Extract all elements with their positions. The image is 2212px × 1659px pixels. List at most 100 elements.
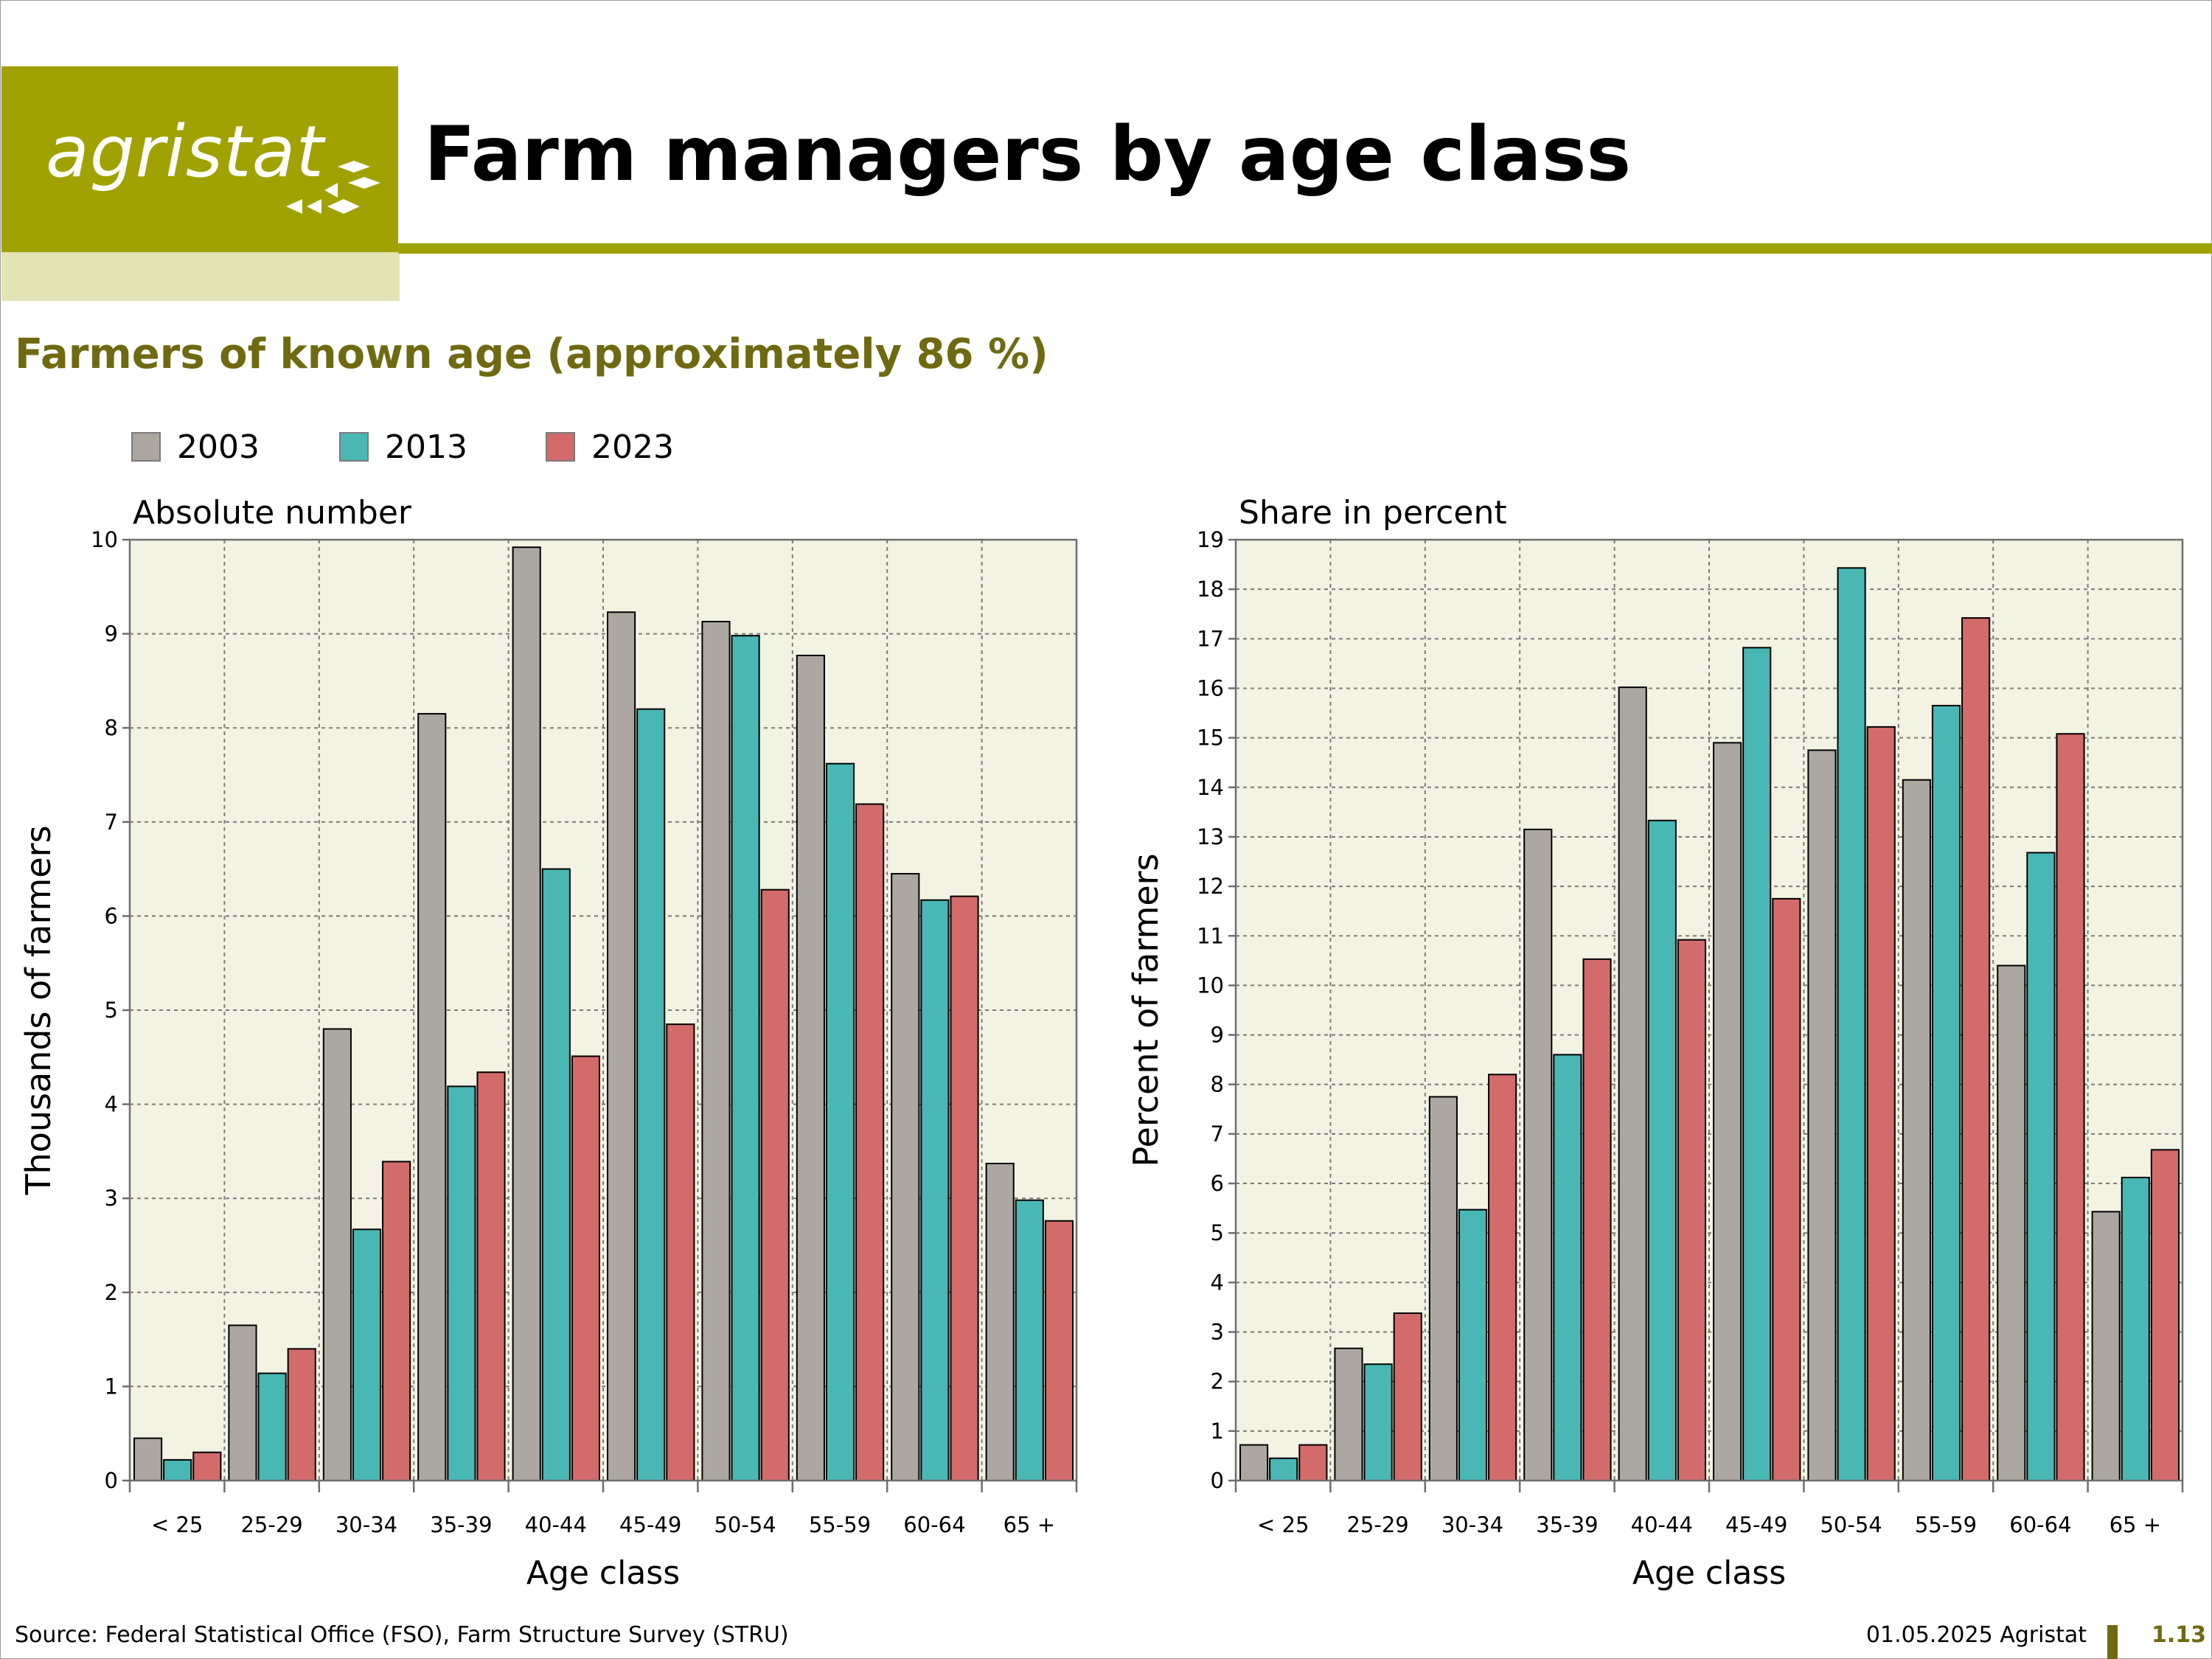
bar-2013-40-44 xyxy=(1647,819,1677,1481)
bar-2013-40-44 xyxy=(541,868,571,1481)
y-tick-label: 8 xyxy=(1211,1072,1224,1097)
y-axis-label: Percent of farmers xyxy=(1126,853,1166,1166)
bar-2023-35-39 xyxy=(476,1071,506,1481)
x-tick-label: 55-59 xyxy=(809,1512,871,1537)
y-tick-label: 19 xyxy=(1197,527,1224,552)
y-tick-label: 14 xyxy=(1197,775,1224,800)
x-tick-label: 60-64 xyxy=(2009,1512,2071,1537)
x-tick-label: 40-44 xyxy=(1631,1512,1693,1537)
bar-2003-25-29 xyxy=(1334,1347,1363,1482)
bar-2013-45-49 xyxy=(636,708,666,1481)
bar-2023-50-54 xyxy=(1866,726,1896,1481)
y-tick-label: 10 xyxy=(91,527,118,552)
x-tick-label: 45-49 xyxy=(1725,1512,1787,1537)
agristat-logo-icon xyxy=(286,161,380,214)
chart-absolute-number: 0 1 2 3 4 5 6 7 8 9 10 < 25 25-29 30-34 35-39 40-44 45-4… xyxy=(18,494,1078,1592)
footer-date: 01.05.2025 Agristat xyxy=(1865,1622,2087,1648)
y-tick-label: 0 xyxy=(1211,1468,1224,1493)
y-tick-label: 11 xyxy=(1197,923,1224,948)
bar-2023-40-44 xyxy=(1677,939,1707,1481)
bar-2013-50-54 xyxy=(731,635,760,1481)
y-tick-label: 17 xyxy=(1197,626,1224,651)
panel-title: Share in percent xyxy=(1239,494,1507,532)
bar-2023-60-64 xyxy=(2056,733,2085,1481)
x-axis-label: Age class xyxy=(1632,1554,1786,1592)
bar-2003-30-34 xyxy=(322,1028,352,1481)
bar-2003-25 xyxy=(1239,1444,1269,1482)
x-tick-label: 65 + xyxy=(2110,1512,2161,1537)
bar-2013-30-34 xyxy=(352,1228,382,1481)
y-tick-label: 5 xyxy=(1211,1220,1224,1245)
legend-item-2003: 2003 xyxy=(131,428,260,466)
legend-swatch-2023 xyxy=(546,432,575,462)
y-tick-label: 16 xyxy=(1197,675,1224,700)
footer-divider xyxy=(2107,1625,2118,1659)
bar-2023-65 xyxy=(2150,1149,2180,1481)
legend-label-2013: 2013 xyxy=(385,428,467,466)
y-tick-label: 9 xyxy=(1211,1023,1224,1048)
bar-2003-60-64 xyxy=(891,872,920,1481)
agristat-logo-text: agristat xyxy=(46,111,325,193)
bar-2023-55-59 xyxy=(855,803,885,1481)
y-tick-label: 6 xyxy=(1211,1171,1224,1196)
y-tick-label: 4 xyxy=(1211,1270,1224,1295)
bar-2013-25-29 xyxy=(1363,1363,1393,1482)
footer-page-number: 1.13 xyxy=(2152,1622,2207,1648)
bar-2003-60-64 xyxy=(1997,964,2026,1481)
x-tick-label: 45-49 xyxy=(619,1512,681,1537)
bar-2003-65 xyxy=(985,1162,1015,1482)
bar-2023-50-54 xyxy=(760,888,790,1481)
bar-2013-30-34 xyxy=(1458,1208,1488,1482)
x-tick-label: 50-54 xyxy=(1820,1512,1882,1537)
bar-2013-25 xyxy=(1269,1457,1298,1481)
legend-label-2023: 2023 xyxy=(591,428,674,466)
y-tick-label: 7 xyxy=(105,810,118,835)
y-tick-label: 1 xyxy=(1211,1419,1224,1444)
x-axis-label: Age class xyxy=(526,1554,680,1592)
page-title: Farm managers by age class xyxy=(424,111,1632,198)
logo-panel xyxy=(1,66,398,252)
y-tick-label: 15 xyxy=(1197,726,1224,751)
y-tick-label: 10 xyxy=(1197,973,1224,998)
y-axis-label: Thousands of farmers xyxy=(18,825,58,1195)
legend-item-2023: 2023 xyxy=(546,428,674,466)
bar-2023-45-49 xyxy=(1772,897,1801,1482)
bar-2023-60-64 xyxy=(950,895,979,1481)
y-tick-label: 5 xyxy=(105,998,118,1023)
x-tick-label: < 25 xyxy=(1257,1512,1309,1537)
bar-2023-25-29 xyxy=(1393,1312,1422,1482)
y-tick-label: 2 xyxy=(105,1280,118,1305)
y-tick-label: 12 xyxy=(1197,874,1224,899)
bar-2013-50-54 xyxy=(1837,567,1866,1481)
footer-source: Source: Federal Statistical Office (FSO)… xyxy=(15,1622,789,1648)
bar-2013-65 xyxy=(2121,1176,2150,1481)
y-tick-label: 18 xyxy=(1197,577,1224,602)
bar-2023-30-34 xyxy=(1488,1074,1517,1482)
y-tick-label: 3 xyxy=(1211,1320,1224,1345)
bar-2003-50-54 xyxy=(1807,749,1837,1481)
bar-2013-60-64 xyxy=(2026,852,2056,1481)
x-tick-label: 25-29 xyxy=(1346,1512,1408,1537)
bar-2003-65 xyxy=(2091,1211,2121,1481)
x-tick-label: 25-29 xyxy=(240,1512,302,1537)
bar-2003-35-39 xyxy=(1523,828,1553,1481)
y-tick-label: 6 xyxy=(105,903,118,928)
bar-2013-55-59 xyxy=(1931,704,1961,1481)
bar-2013-35-39 xyxy=(1553,1054,1582,1482)
y-tick-label: 13 xyxy=(1197,824,1224,849)
x-tick-label: 55-59 xyxy=(1915,1512,1977,1537)
y-tick-label: 9 xyxy=(105,622,118,647)
logo-accent-band xyxy=(1,252,400,301)
legend-swatch-2003 xyxy=(131,432,161,462)
bar-2013-60-64 xyxy=(920,899,950,1481)
x-tick-label: < 25 xyxy=(151,1512,203,1537)
chart-subtitle: Farmers of known age (approximately 86 %… xyxy=(15,330,1048,378)
bar-2023-25-29 xyxy=(287,1348,316,1481)
bar-2013-55-59 xyxy=(825,762,855,1481)
y-tick-label: 7 xyxy=(1211,1121,1224,1147)
legend-item-2013: 2013 xyxy=(339,428,467,466)
bar-2013-45-49 xyxy=(1742,647,1772,1482)
y-tick-label: 2 xyxy=(1211,1369,1224,1394)
legend-swatch-2013 xyxy=(339,432,369,462)
